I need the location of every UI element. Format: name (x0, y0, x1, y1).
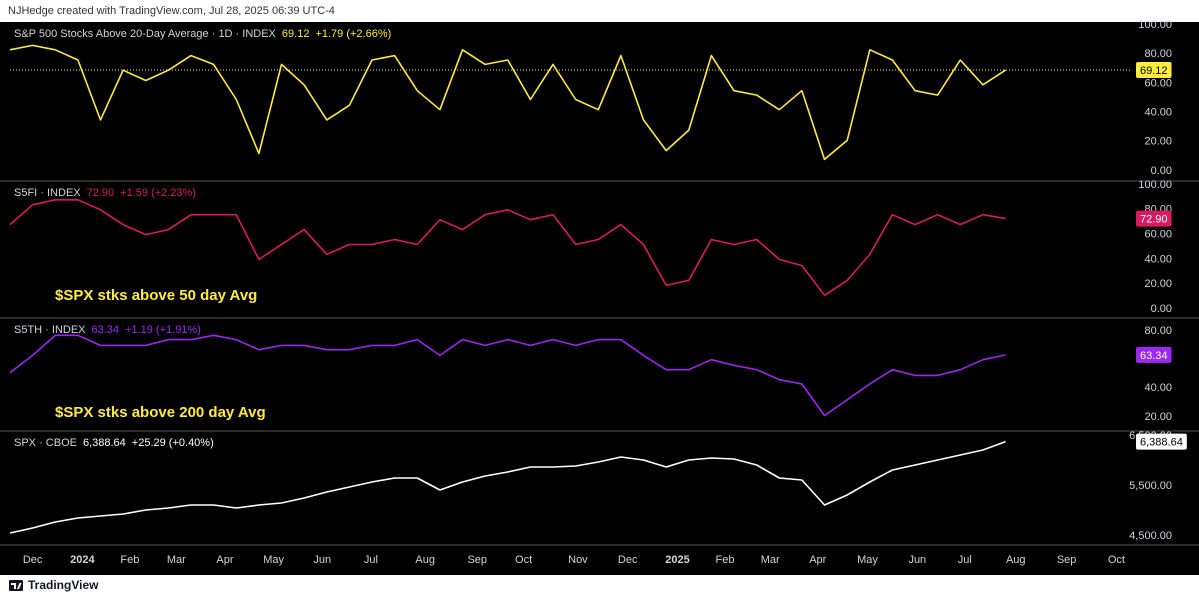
x-tick-label: Apr (809, 554, 826, 566)
footer: TradingView (28, 578, 99, 592)
x-tick-label: Dec (23, 554, 43, 566)
last-value-label: 6,388.64 (1140, 436, 1183, 448)
y-tick-label: 20.00 (1144, 136, 1172, 148)
last-value-label: 63.34 (1140, 350, 1168, 362)
x-tick-label: Oct (1108, 554, 1125, 566)
legend-change: +25.29 (+0.40%) (132, 437, 214, 449)
tv-logo (9, 580, 23, 591)
x-tick-label: Nov (568, 554, 588, 566)
y-tick-label: 100.00 (1138, 179, 1172, 191)
legend-label: S5TH · INDEX (14, 324, 86, 336)
x-tick-label: Feb (120, 554, 139, 566)
y-tick-label: 60.00 (1144, 228, 1172, 240)
chart-area (0, 22, 1199, 575)
x-tick-label: Sep (1057, 554, 1077, 566)
last-value-badge (1136, 62, 1172, 79)
x-tick-label: Apr (216, 554, 233, 566)
last-value-badge (1136, 210, 1172, 227)
x-tick-label: Sep (467, 554, 487, 566)
legend-change: +1.59 (+2.23%) (120, 187, 196, 199)
y-tick-label: 100.00 (1138, 19, 1172, 31)
y-tick-label: 80.00 (1144, 48, 1172, 60)
header: NJHedge created with TradingView.com, Ju… (8, 5, 335, 17)
legend-label: S5FI · INDEX (14, 187, 81, 199)
legend-change: +1.79 (+2.66%) (315, 28, 391, 40)
x-tick-label: Jun (313, 554, 331, 566)
x-tick-label: Jul (958, 554, 972, 566)
legend-value: 69.12 (282, 28, 310, 40)
x-tick-label: Jun (908, 554, 926, 566)
last-value-label: 69.12 (1140, 65, 1168, 77)
series-line (9, 44, 1007, 161)
x-tick-label: 2024 (70, 554, 95, 566)
legend-value: 72.90 (87, 187, 115, 199)
y-tick-label: 40.00 (1144, 253, 1172, 265)
annotation: $SPX stks above 200 day Avg (55, 404, 266, 421)
legend-label: SPX · CBOE (14, 437, 77, 449)
y-tick-label: 60.00 (1144, 77, 1172, 89)
annotation: $SPX stks above 50 day Avg (55, 287, 257, 304)
series-line (9, 199, 1006, 297)
x-tick-label: Dec (618, 554, 638, 566)
x-tick-label: Mar (761, 554, 780, 566)
x-tick-label: May (263, 554, 284, 566)
y-tick-label: 40.00 (1144, 382, 1172, 394)
last-value-label: 72.90 (1140, 213, 1168, 225)
legend-value: 63.34 (92, 324, 120, 336)
y-tick-label: 80.00 (1144, 325, 1172, 337)
x-tick-label: Mar (167, 554, 186, 566)
x-tick-label: Feb (716, 554, 735, 566)
last-value-badge (1136, 433, 1187, 450)
x-tick-label: 2025 (665, 554, 689, 566)
x-tick-label: Aug (415, 554, 435, 566)
y-tick-label: 0.00 (1151, 165, 1172, 177)
y-tick-label: 20.00 (1144, 278, 1172, 290)
last-value-badge (1136, 346, 1172, 363)
y-tick-label: 4,500.00 (1129, 530, 1172, 542)
series-line (9, 440, 1006, 534)
x-tick-label: May (857, 554, 878, 566)
legend-change: +1.19 (+1.91%) (125, 324, 201, 336)
y-tick-label: 5,500.00 (1129, 480, 1172, 492)
y-tick-label: 40.00 (1144, 107, 1172, 119)
x-tick-label: Jul (364, 554, 378, 566)
x-tick-label: Oct (515, 554, 532, 566)
y-tick-label: 0.00 (1151, 303, 1172, 315)
y-tick-label: 20.00 (1144, 411, 1172, 423)
series-line (9, 334, 1006, 417)
legend-label: S&P 500 Stocks Above 20-Day Average · 1D… (14, 28, 277, 40)
legend-value: 6,388.64 (83, 437, 126, 449)
x-tick-label: Aug (1006, 554, 1026, 566)
